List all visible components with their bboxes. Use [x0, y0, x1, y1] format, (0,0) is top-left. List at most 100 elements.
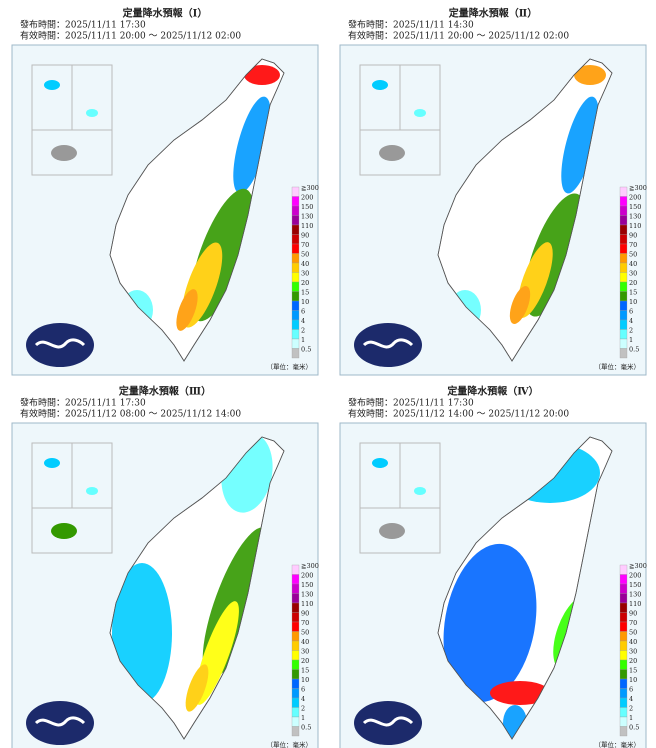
panel-title: 定量降水預報（Ⅲ）: [119, 385, 211, 398]
legend-label: 2: [301, 327, 305, 335]
legend-swatch: [619, 348, 628, 359]
legend-label: 200: [301, 572, 313, 580]
rain-area: [509, 286, 531, 324]
legend-label: 10: [629, 676, 637, 684]
legend-label: ≧300: [629, 184, 647, 192]
legend-label: 4: [629, 317, 633, 325]
legend-swatch: [619, 697, 628, 708]
taiwan-outline: [109, 58, 285, 362]
legend-unit: （單位：毫米）: [267, 362, 313, 371]
legend-label: 130: [629, 213, 641, 221]
legend-swatch: [291, 281, 300, 292]
forecast-panel: 定量降水預報（Ⅲ）發布時間：2025/11/11 17:30有效時間：2025/…: [11, 385, 319, 748]
legend-label: 70: [301, 619, 309, 627]
island: [414, 109, 426, 117]
island: [379, 523, 405, 539]
legend-label: 70: [629, 241, 637, 249]
legend-swatch: [619, 621, 628, 632]
logo-swirl: [362, 338, 414, 349]
legend-label: 110: [301, 600, 313, 608]
legend-unit: （單位：毫米）: [267, 740, 313, 748]
legend-swatch: [291, 272, 300, 283]
legend-swatch: [291, 243, 300, 254]
rain-area: [176, 289, 198, 331]
legend-label: 30: [301, 648, 309, 656]
legend-label: 90: [629, 232, 637, 240]
legend-swatch: [291, 310, 300, 321]
legend-label: 1: [629, 336, 633, 344]
legend-label: 40: [629, 638, 637, 646]
island: [44, 80, 60, 90]
legend-label: 200: [629, 572, 641, 580]
legend-label: 6: [629, 686, 633, 694]
legend-swatch: [619, 678, 628, 689]
island: [372, 80, 388, 90]
legend-label: 10: [301, 298, 309, 306]
legend-label: 130: [629, 591, 641, 599]
legend-swatch: [291, 215, 300, 226]
legend-swatch: [619, 688, 628, 699]
legend-swatch: [619, 631, 628, 642]
forecast-panel: 定量降水預報（Ⅱ）發布時間：2025/11/11 14:30有效時間：2025/…: [339, 7, 647, 376]
legend-swatch: [619, 262, 628, 273]
legend-swatch: [619, 338, 628, 349]
legend-swatch: [619, 669, 628, 680]
legend-swatch: [619, 300, 628, 311]
legend-label: 130: [301, 213, 313, 221]
legend-swatch: [291, 678, 300, 689]
rain-area: [233, 96, 271, 194]
legend-label: 150: [629, 203, 641, 211]
legend-swatch: [291, 593, 300, 604]
legend-swatch: [291, 716, 300, 727]
legend-label: 20: [629, 657, 637, 665]
legend-swatch: [619, 659, 628, 670]
legend-label: 90: [629, 610, 637, 618]
issued-time: 發布時間：2025/11/11 14:30: [348, 19, 474, 31]
legend-label: 2: [629, 327, 633, 335]
legend-label: 70: [629, 619, 637, 627]
legend-label: 110: [629, 600, 641, 608]
legend-swatch: [291, 329, 300, 340]
rain-area: [244, 65, 280, 85]
logo: [26, 701, 94, 745]
legend-swatch: [291, 650, 300, 661]
legend-swatch: [291, 300, 300, 311]
logo: [354, 701, 422, 745]
legend-swatch: [291, 726, 300, 737]
island: [414, 487, 426, 495]
legend-label: 0.5: [301, 724, 311, 732]
rain-area: [443, 543, 537, 703]
legend-swatch: [619, 186, 628, 197]
issued-time: 發布時間：2025/11/11 17:30: [20, 19, 146, 31]
legend-label: 40: [301, 260, 309, 268]
legend-label: 50: [301, 251, 309, 259]
island: [372, 458, 388, 468]
legend-swatch: [291, 697, 300, 708]
legend-label: 200: [301, 194, 313, 202]
legend-label: 1: [629, 714, 633, 722]
rain-area: [574, 65, 606, 85]
legend-swatch: [619, 707, 628, 718]
legend-swatch: [619, 574, 628, 585]
legend-swatch: [291, 574, 300, 585]
legend-label: 50: [301, 629, 309, 637]
legend-label: 40: [629, 260, 637, 268]
legend-label: 110: [301, 222, 313, 230]
legend-swatch: [291, 262, 300, 273]
legend-label: 15: [301, 667, 309, 675]
legend-swatch: [291, 253, 300, 264]
legend-label: 0.5: [301, 346, 311, 354]
legend-label: ≧300: [301, 562, 319, 570]
taiwan-outline: [109, 436, 285, 740]
logo-swirl: [34, 338, 86, 349]
legend-label: 90: [301, 232, 309, 240]
logo: [354, 323, 422, 367]
taiwan-outline: [437, 58, 613, 362]
logo-swirl: [362, 716, 414, 727]
rain-area: [112, 563, 172, 703]
legend-label: 6: [301, 686, 305, 694]
